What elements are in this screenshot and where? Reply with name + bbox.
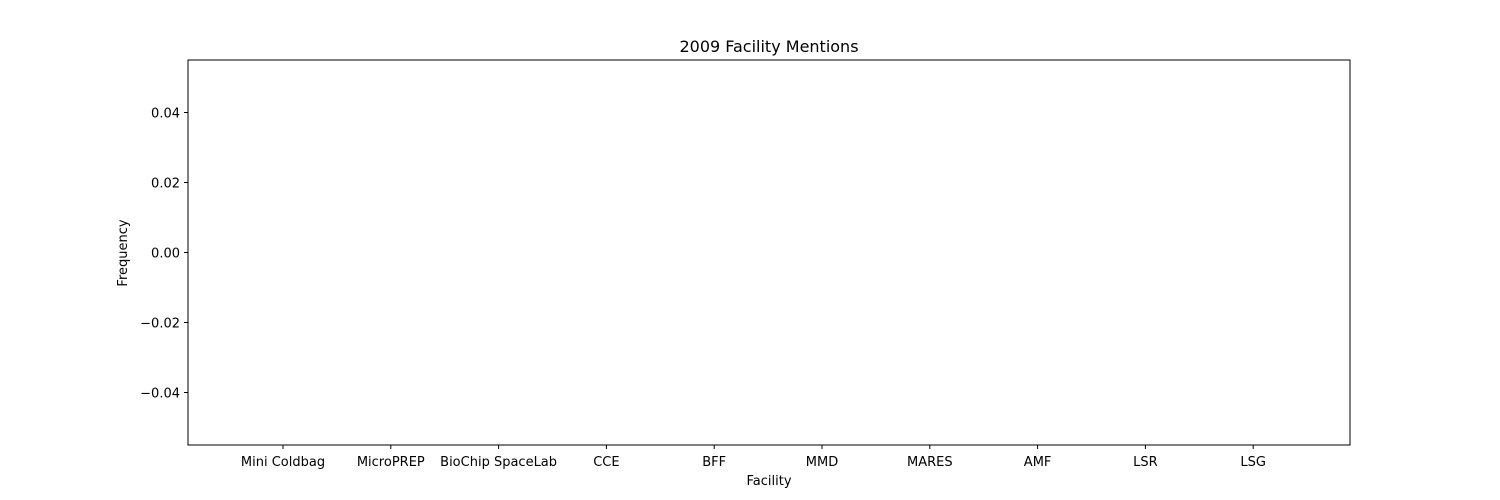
x-tick-label: CCE [593,455,619,470]
x-axis-label: Facility [746,474,791,489]
x-tick-label: BFF [702,455,726,470]
x-axis: Mini Coldbag MicroPREP BioChip SpaceLab CCE… [241,445,1266,470]
y-axis-label: Frequency [116,219,131,286]
x-tick-label: BioChip SpaceLab [440,455,557,470]
plot-area [187,59,1351,446]
y-tick-label: 0.00 [151,247,180,262]
x-tick-label: LSR [1133,455,1158,470]
y-tick-label: −0.02 [140,317,180,332]
chart-title: 2009 Facility Mentions [679,37,858,56]
x-tick-label: LSG [1240,455,1266,470]
y-tick-label: −0.04 [140,387,180,402]
x-tick-label: Mini Coldbag [241,455,325,470]
x-tick-label: AMF [1024,455,1052,470]
y-tick-label: 0.04 [151,107,180,122]
x-tick-label: MARES [907,455,953,470]
y-axis: −0.04 −0.02 0.00 0.02 0.04 [140,107,188,402]
y-tick-label: 0.02 [151,177,180,192]
x-tick-label: MicroPREP [357,455,425,470]
x-tick-label: MMD [806,455,838,470]
